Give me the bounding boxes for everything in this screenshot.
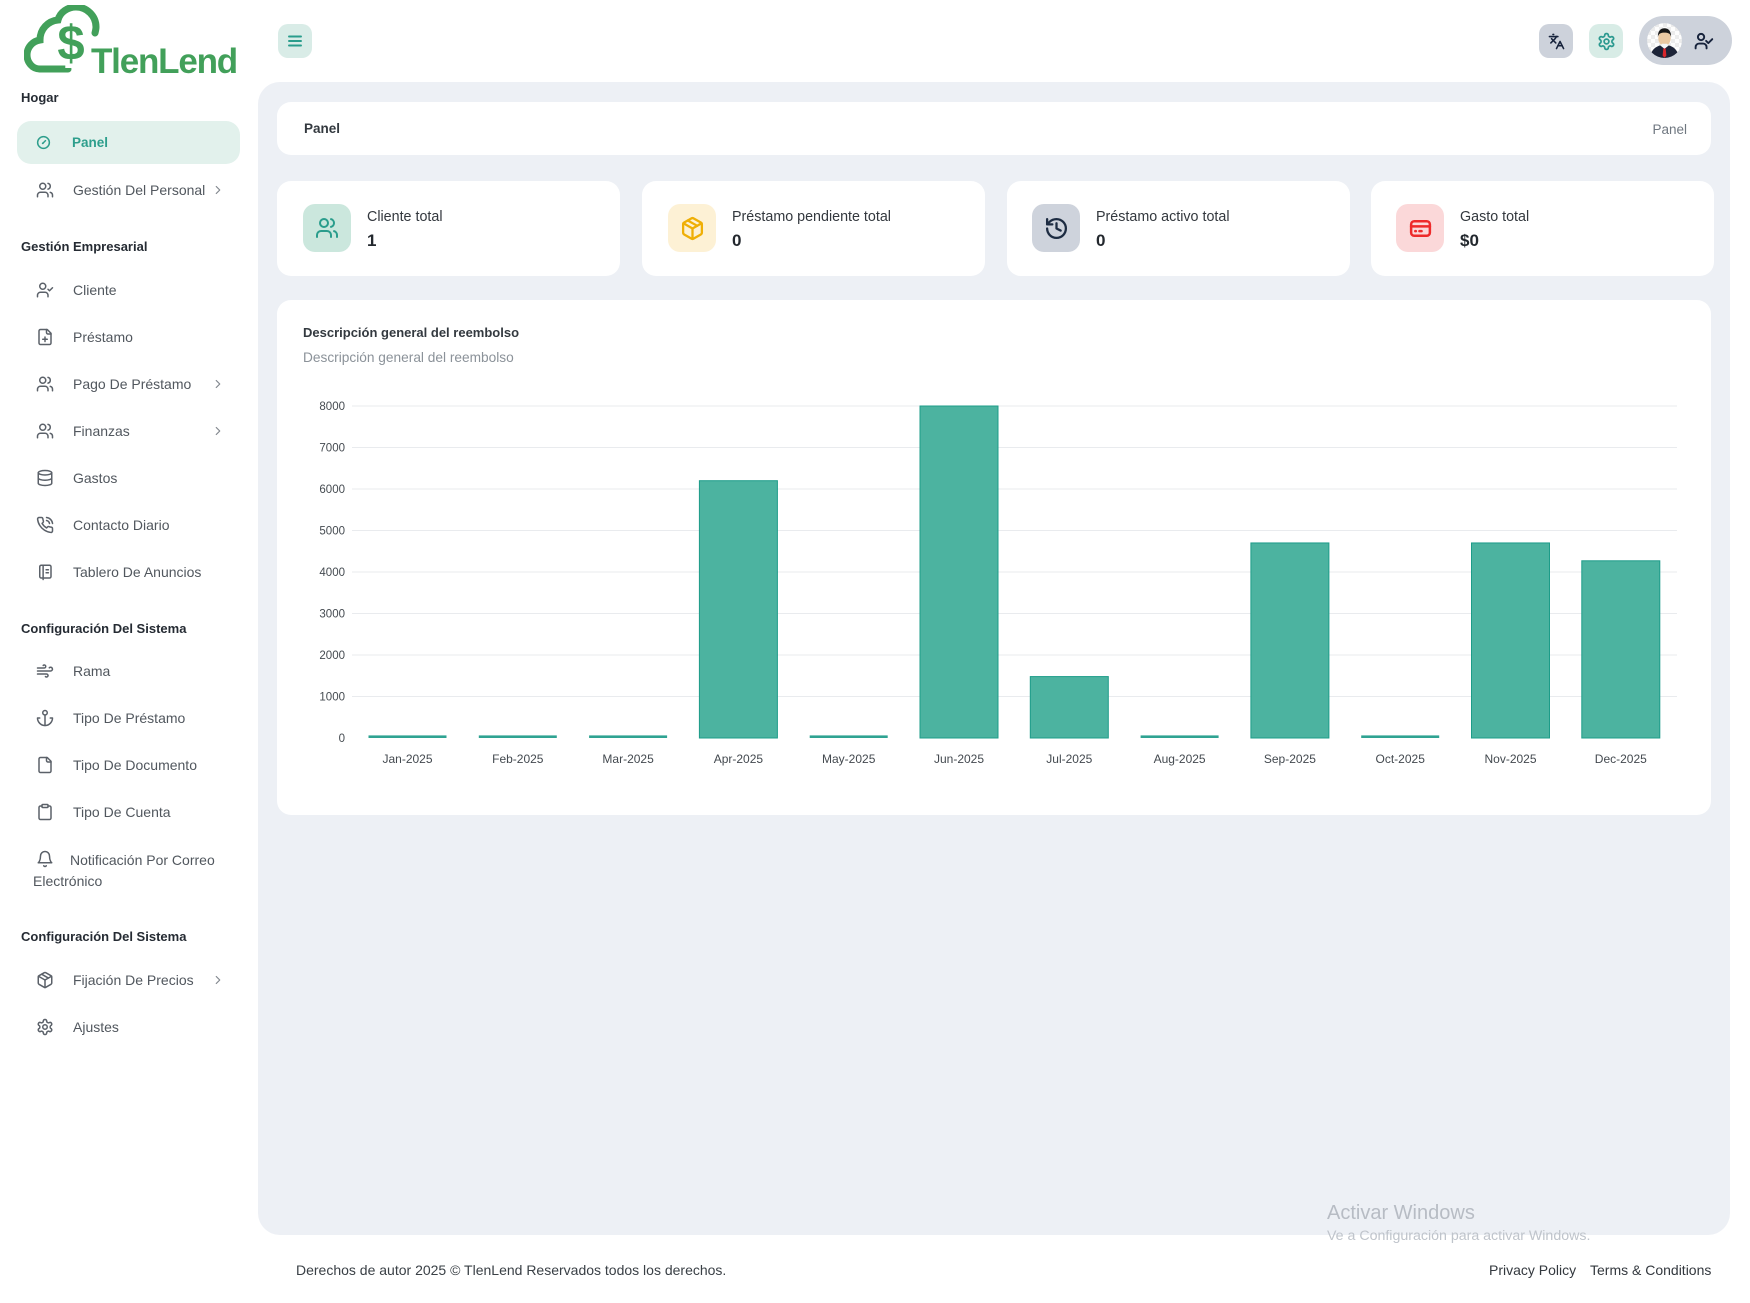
svg-text:Jul-2025: Jul-2025 <box>1046 752 1092 766</box>
svg-text:Oct-2025: Oct-2025 <box>1376 752 1426 766</box>
svg-text:4000: 4000 <box>319 567 345 579</box>
svg-text:8000: 8000 <box>319 401 345 413</box>
svg-text:Feb-2025: Feb-2025 <box>492 752 544 766</box>
svg-text:Dec-2025: Dec-2025 <box>1595 752 1647 766</box>
svg-text:6000: 6000 <box>319 484 345 496</box>
svg-text:7000: 7000 <box>319 443 345 455</box>
svg-text:$: $ <box>57 17 84 71</box>
svg-text:Aug-2025: Aug-2025 <box>1154 752 1206 766</box>
svg-text:3000: 3000 <box>319 609 345 621</box>
svg-text:0: 0 <box>339 733 345 745</box>
svg-text:Jun-2025: Jun-2025 <box>934 752 984 766</box>
svg-text:Apr-2025: Apr-2025 <box>714 752 764 766</box>
svg-text:Mar-2025: Mar-2025 <box>602 752 654 766</box>
svg-text:2000: 2000 <box>319 650 345 662</box>
svg-text:1000: 1000 <box>319 692 345 704</box>
svg-text:Nov-2025: Nov-2025 <box>1484 752 1536 766</box>
svg-text:Sep-2025: Sep-2025 <box>1264 752 1316 766</box>
svg-text:5000: 5000 <box>319 526 345 538</box>
svg-text:Jan-2025: Jan-2025 <box>382 752 432 766</box>
svg-text:May-2025: May-2025 <box>822 752 876 766</box>
